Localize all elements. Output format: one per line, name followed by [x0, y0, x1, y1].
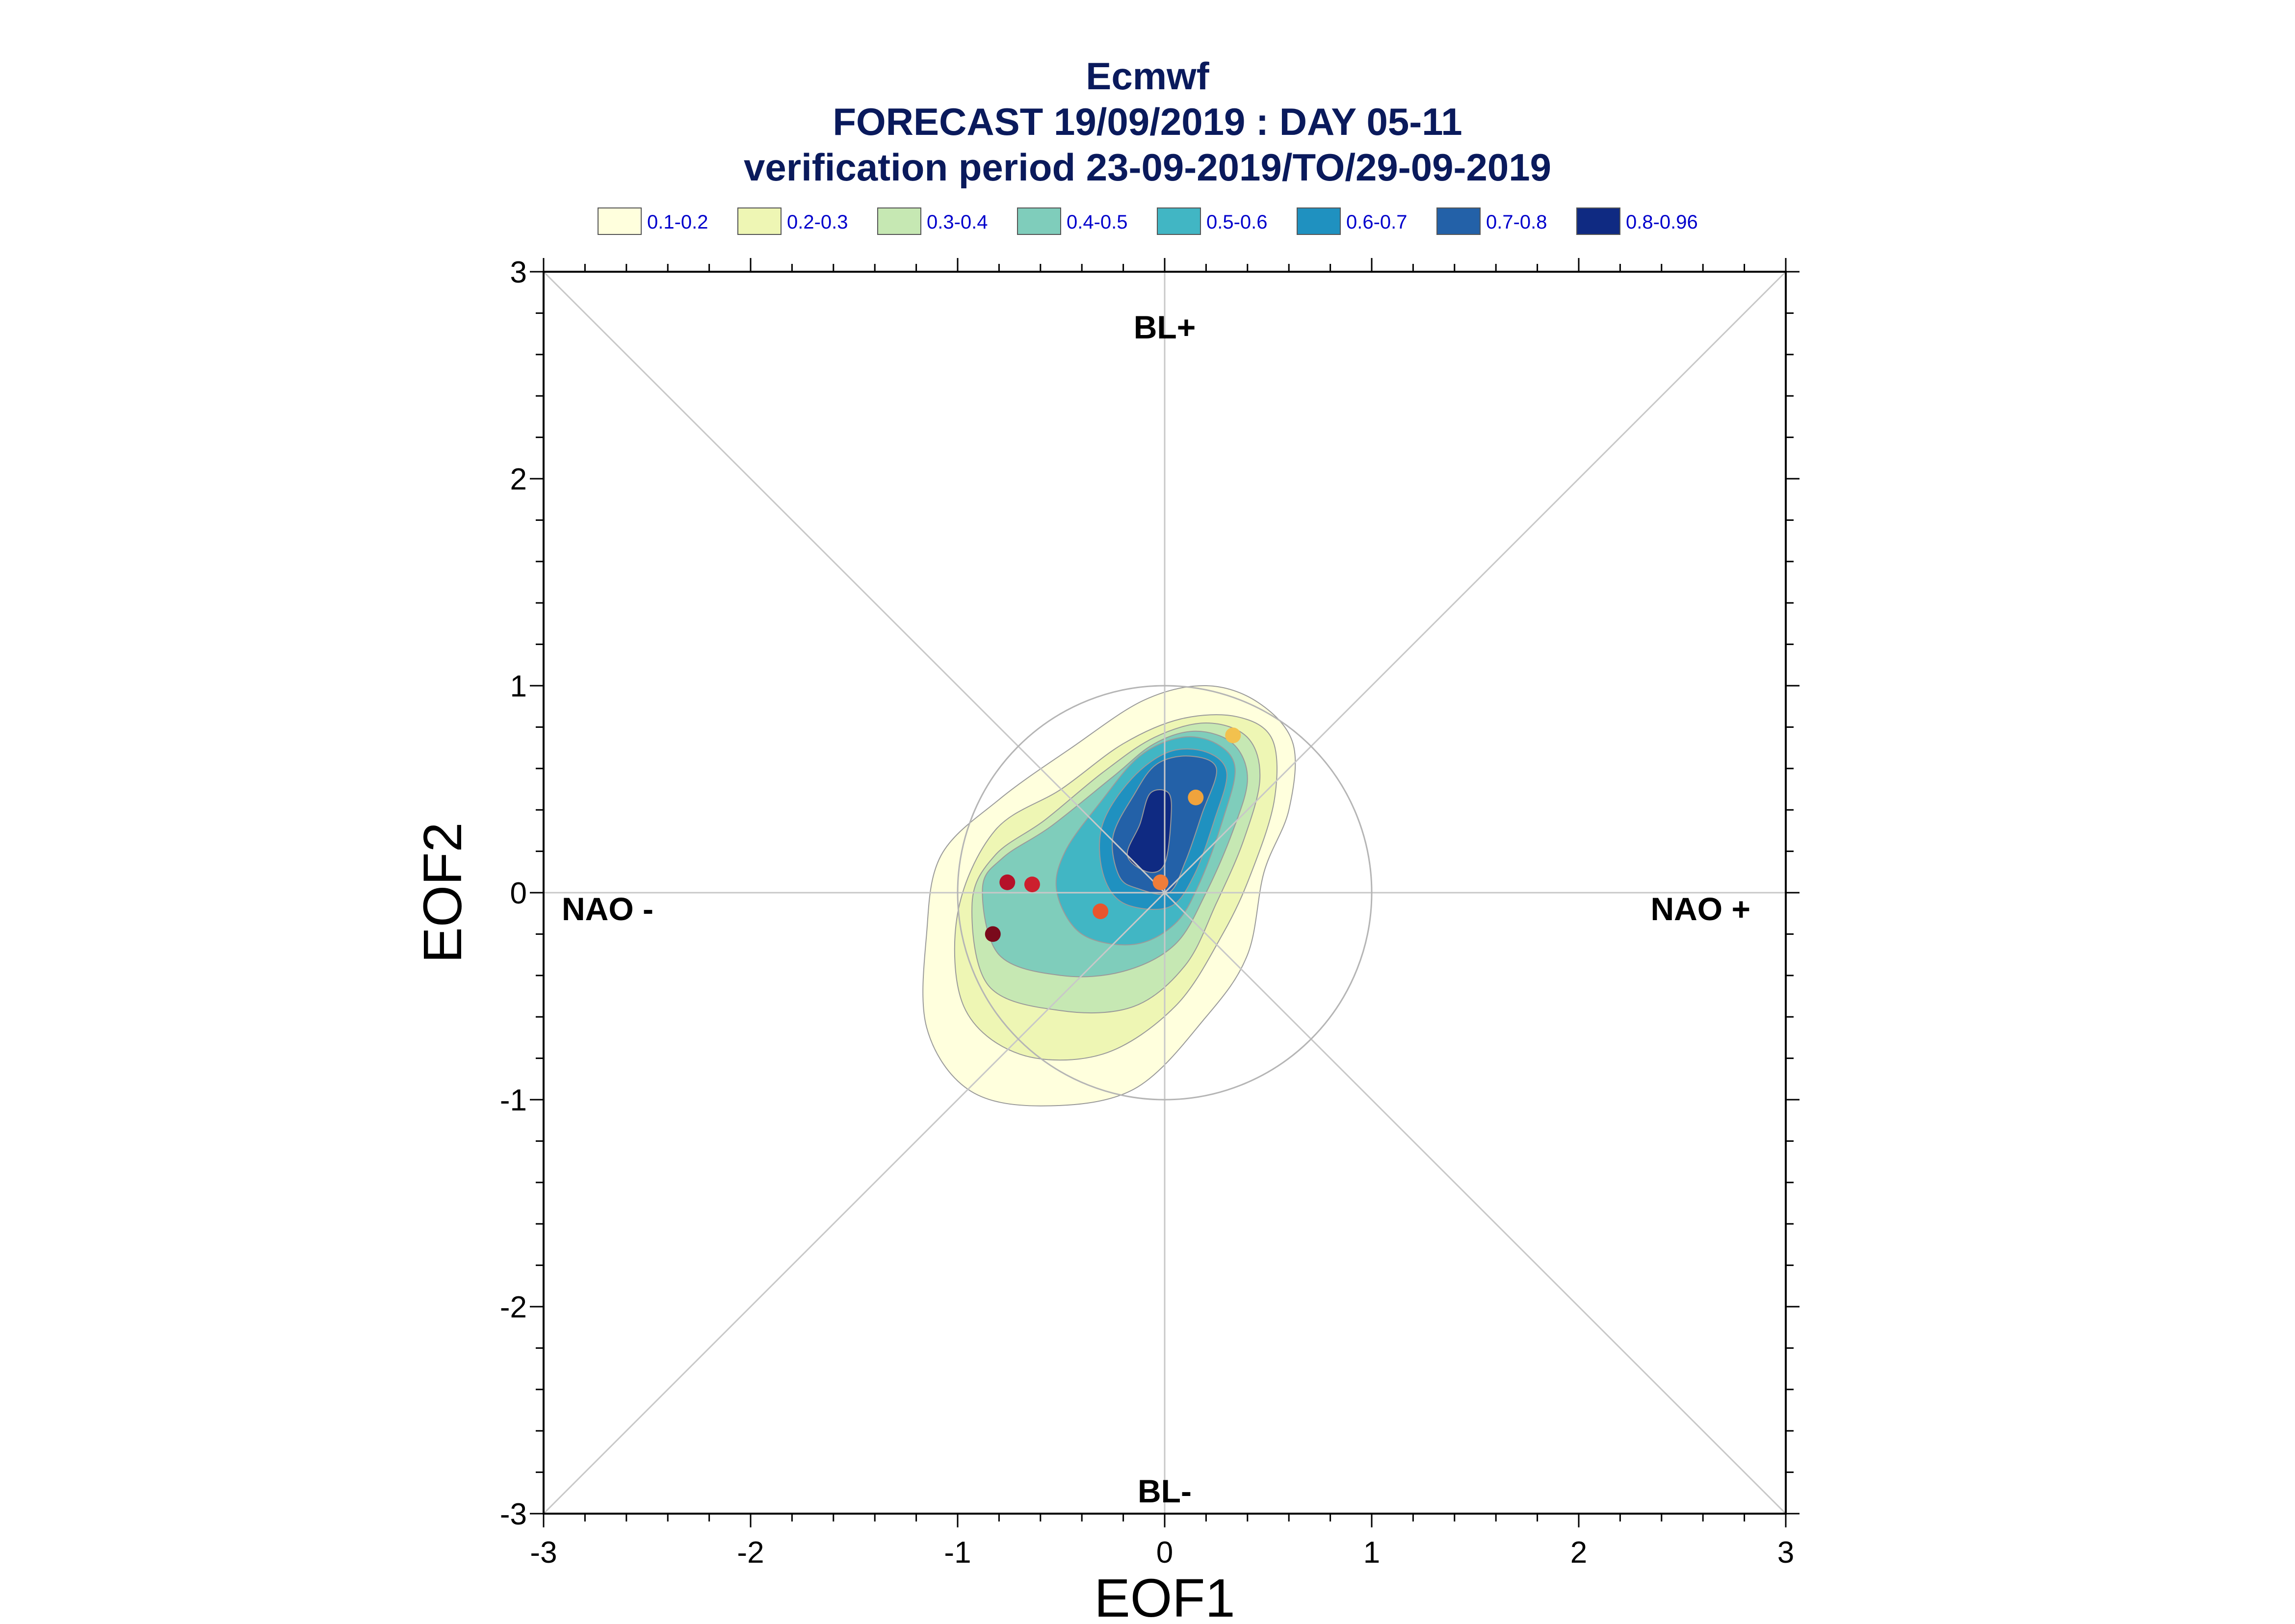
regime-label-nao-minus: NAO - [562, 891, 653, 927]
legend-swatch [1576, 207, 1620, 235]
legend-swatch [1297, 207, 1341, 235]
x-tick-label: 1 [1363, 1536, 1380, 1570]
x-tick-label: -3 [530, 1536, 557, 1570]
chart-subtitle-forecast: FORECAST 19/09/2019 : DAY 05-11 [833, 100, 1462, 143]
legend-label: 0.3-0.4 [927, 211, 988, 233]
legend: 0.1-0.2 0.2-0.3 0.3-0.4 0.4-0.5 0.5-0.6 0.6-0… [598, 207, 1698, 235]
x-tick-label: -2 [737, 1536, 764, 1570]
x-tick-label: 2 [1570, 1536, 1587, 1570]
regime-label-bl-plus: BL+ [1134, 309, 1196, 345]
x-tick-label: -1 [944, 1536, 971, 1570]
axes: -3 -2 -1 0 1 2 3 -3 -2 -1 0 1 2 3 [500, 256, 1799, 1570]
y-tick-label: 2 [510, 463, 527, 496]
legend-swatch [1017, 207, 1061, 235]
ensemble-point [1188, 789, 1204, 805]
chart-title-block: Ecmwf FORECAST 19/09/2019 : DAY 05-11 ve… [744, 54, 1551, 189]
y-tick-label: 3 [510, 256, 527, 289]
legend-label: 0.5-0.6 [1206, 211, 1268, 233]
y-tick-label: -2 [500, 1290, 527, 1324]
ensemble-point [985, 926, 1001, 942]
x-tick-label: 0 [1156, 1536, 1173, 1570]
y-tick-label: 1 [510, 670, 527, 703]
legend-label: 0.6-0.7 [1346, 211, 1408, 233]
legend-swatch [737, 207, 782, 235]
legend-swatch [1157, 207, 1201, 235]
regime-label-nao-plus: NAO + [1650, 891, 1750, 927]
legend-swatch [877, 207, 921, 235]
legend-swatch [598, 207, 642, 235]
regime-label-bl-minus: BL- [1138, 1473, 1192, 1509]
x-tick-label: 3 [1777, 1536, 1794, 1570]
ensemble-point [1225, 727, 1241, 744]
x-axis-label: EOF1 [1094, 1568, 1235, 1624]
ensemble-point [1093, 903, 1109, 919]
legend-label: 0.7-0.8 [1486, 211, 1547, 233]
legend-label: 0.8-0.96 [1626, 211, 1698, 233]
legend-swatch [1436, 207, 1481, 235]
chart-title: Ecmwf [1086, 54, 1209, 98]
ensemble-point [999, 874, 1016, 890]
ensemble-points [985, 727, 1241, 942]
legend-label: 0.4-0.5 [1067, 211, 1128, 233]
y-axis-label: EOF2 [413, 822, 473, 963]
y-tick-label: -3 [500, 1497, 527, 1531]
reference-circle [957, 685, 1373, 1101]
legend-label: 0.2-0.3 [787, 211, 848, 233]
legend-label: 0.1-0.2 [647, 211, 708, 233]
y-tick-label: 0 [510, 876, 527, 910]
ensemble-point [1152, 874, 1169, 890]
regime-labels: BL+ BL- NAO - NAO + [562, 309, 1750, 1509]
guide-lines [543, 271, 1787, 1515]
y-tick-label: -1 [500, 1083, 527, 1117]
chart-subtitle-verification: verification period 23-09-2019/TO/29-09-… [744, 146, 1551, 189]
ensemble-point [1024, 876, 1040, 893]
density-contour [1126, 789, 1172, 873]
